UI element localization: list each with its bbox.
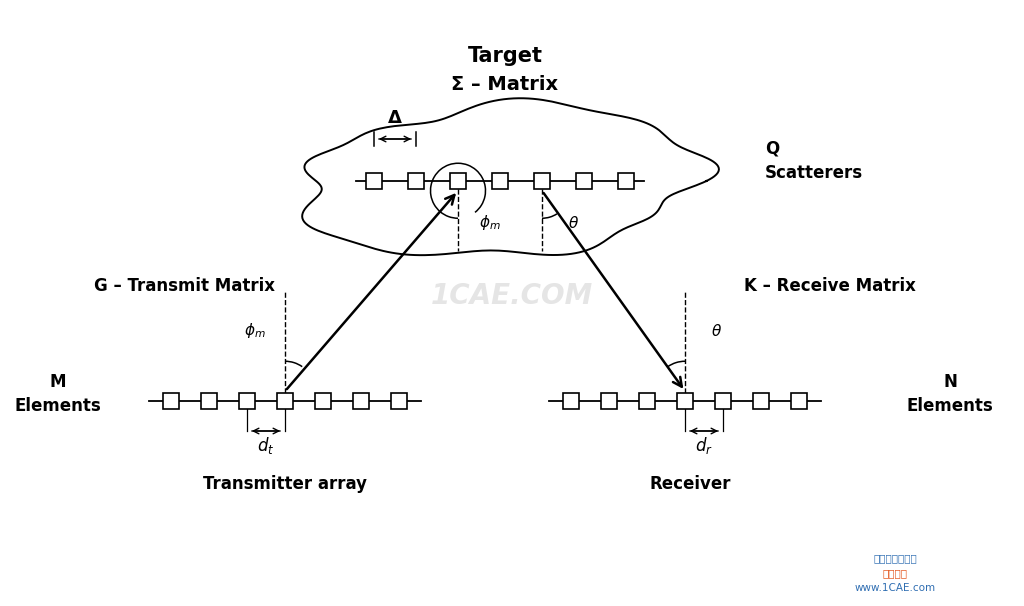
Bar bbox=[618, 173, 634, 188]
Text: G – Transmit Matrix: G – Transmit Matrix bbox=[94, 277, 275, 295]
Bar bbox=[577, 173, 592, 188]
Text: 仿真在线: 仿真在线 bbox=[883, 568, 907, 578]
Bar bbox=[563, 393, 579, 409]
Text: $d_t$: $d_t$ bbox=[257, 435, 274, 456]
Text: Σ – Matrix: Σ – Matrix bbox=[452, 75, 558, 93]
Bar bbox=[240, 393, 255, 409]
Text: 雷达通信电子战: 雷达通信电子战 bbox=[873, 553, 916, 563]
Bar bbox=[409, 173, 424, 188]
Bar bbox=[163, 393, 179, 409]
Bar bbox=[367, 173, 382, 188]
Text: $d_r$: $d_r$ bbox=[695, 435, 713, 456]
Bar bbox=[391, 393, 407, 409]
Text: Δ: Δ bbox=[388, 109, 402, 127]
Bar bbox=[451, 173, 466, 188]
Bar bbox=[677, 393, 693, 409]
Bar bbox=[353, 393, 369, 409]
Text: Q
Scatterers: Q Scatterers bbox=[765, 139, 863, 182]
Bar bbox=[754, 393, 769, 409]
Text: www.1CAE.com: www.1CAE.com bbox=[854, 583, 936, 593]
Bar bbox=[601, 393, 616, 409]
Text: K – Receive Matrix: K – Receive Matrix bbox=[744, 277, 915, 295]
Bar bbox=[792, 393, 807, 409]
Text: $\phi_m$: $\phi_m$ bbox=[479, 213, 501, 233]
Bar bbox=[278, 393, 293, 409]
Bar bbox=[315, 393, 331, 409]
Text: 1CAE.COM: 1CAE.COM bbox=[431, 282, 593, 310]
Text: $\theta$: $\theta$ bbox=[712, 323, 723, 339]
Text: M
Elements: M Elements bbox=[14, 373, 101, 415]
Bar bbox=[639, 393, 654, 409]
Text: Target: Target bbox=[468, 46, 543, 66]
Bar bbox=[715, 393, 731, 409]
Bar bbox=[493, 173, 508, 188]
Bar bbox=[202, 393, 217, 409]
Bar bbox=[535, 173, 550, 188]
Text: Transmitter array: Transmitter array bbox=[203, 475, 367, 493]
Text: Receiver: Receiver bbox=[649, 475, 731, 493]
Text: $\phi_m$: $\phi_m$ bbox=[244, 322, 266, 341]
Text: N
Elements: N Elements bbox=[906, 373, 993, 415]
Text: $\theta$: $\theta$ bbox=[568, 215, 580, 231]
